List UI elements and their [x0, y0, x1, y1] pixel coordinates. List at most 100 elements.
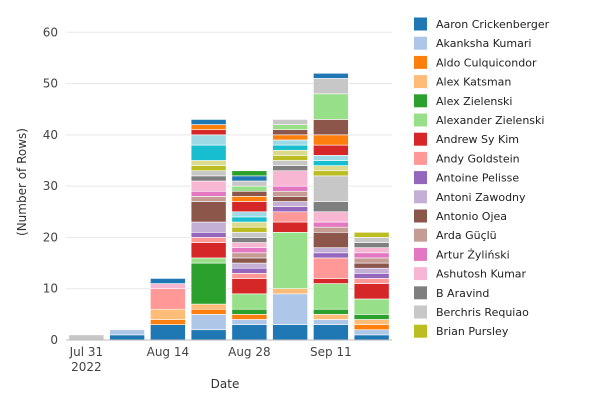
bar-segment [231, 180, 268, 187]
bar-segment [272, 144, 308, 151]
y-tick-label: 60 [43, 25, 58, 39]
legend-label: Alex Katsman [436, 76, 511, 89]
legend-label: Antoni Zawodny [436, 191, 526, 204]
bar-segment [150, 278, 186, 284]
bar-segment [272, 155, 308, 161]
bar-segment [313, 308, 349, 315]
bar-segment [190, 129, 227, 136]
bar-segment [190, 144, 227, 161]
y-tick-label: 10 [43, 282, 58, 296]
x-tick-label: Aug 28 [228, 345, 271, 359]
bar-segment [231, 221, 268, 228]
bar-segment [231, 211, 268, 218]
legend-label: Antonio Ojea [436, 210, 507, 223]
bar-segment [190, 175, 227, 182]
bar-segment [231, 252, 268, 259]
bar-segment [190, 237, 227, 243]
legend-label: Artur Żyliński [436, 248, 510, 261]
legend-swatch [414, 228, 427, 242]
bar-segment [353, 231, 390, 238]
legend-swatch [414, 36, 427, 50]
y-tick-label: 0 [50, 333, 58, 347]
bar-segment [353, 267, 390, 274]
bar-segment [313, 144, 349, 156]
bar-segment [190, 180, 227, 192]
bar-segment [68, 334, 105, 341]
x-tick-label: Sep 11 [310, 345, 352, 359]
bar-segment [313, 78, 349, 95]
bar-segment [353, 273, 390, 279]
legend: Aaron Crickenberger Akanksha Kumari Aldo C… [414, 17, 550, 338]
legend-label: Andrew Sy Kim [436, 133, 519, 146]
legend-label: Ashutosh Kumar [436, 268, 527, 281]
legend-swatch [414, 190, 427, 204]
bar-segment [313, 170, 349, 177]
bar-segment [150, 288, 186, 310]
bar-segment [190, 190, 227, 197]
bar-segment [353, 237, 390, 243]
bar-segment [231, 273, 268, 279]
bar-segment [313, 211, 349, 223]
bar-segment [313, 155, 349, 161]
legend-label: Antoine Pelisse [436, 172, 519, 185]
bar-segment [190, 308, 227, 315]
bar-segment [313, 257, 349, 279]
legend-swatch [414, 209, 427, 223]
bar-segment [353, 242, 390, 248]
bar-segment [353, 262, 390, 269]
bar-segment [231, 237, 268, 243]
bar-segment [231, 196, 268, 202]
legend-swatch [414, 75, 427, 89]
x-tick-label: Aug 14 [147, 345, 190, 359]
bar-segment [231, 314, 268, 320]
y-tick-label: 40 [43, 128, 58, 142]
legend-swatch [414, 151, 427, 165]
bar-segment [313, 119, 349, 136]
bar-segment [231, 201, 268, 213]
bar-segment [231, 216, 268, 223]
bar-segment [272, 160, 308, 166]
bar-segment [272, 129, 308, 136]
bar-segment [272, 324, 308, 341]
legend-label: Berchris Requiao [436, 306, 529, 319]
bar-segment [272, 124, 308, 131]
bar-segment [353, 283, 390, 300]
legend-swatch [414, 55, 427, 69]
bar-segment [231, 242, 268, 248]
bar-segment [353, 319, 390, 325]
bar-segment [272, 231, 308, 290]
bar-segment [190, 221, 227, 233]
legend-label: Aaron Crickenberger [436, 18, 550, 31]
bar-segment [190, 196, 227, 202]
bar-segment [150, 319, 186, 325]
bar-segment [231, 308, 268, 315]
bar-segment [313, 324, 349, 341]
bar-segment [313, 221, 349, 228]
bar-segment [272, 185, 308, 192]
bar-segment [190, 262, 227, 305]
bar-segment [313, 175, 349, 202]
bar-segment [313, 72, 349, 79]
bar-segment [231, 293, 268, 310]
legend-label: Alex Zielenski [436, 95, 512, 108]
bars [68, 72, 390, 341]
x-tick-label: Jul 31 2022 [69, 345, 104, 374]
bar-segment [190, 165, 227, 172]
legend-label: Brian Pursley [436, 325, 509, 338]
legend-swatch [414, 94, 427, 108]
legend-label: Arda Güçlü [436, 229, 497, 242]
bar-segment [190, 242, 227, 259]
bar-segment [313, 252, 349, 259]
x-axis-title: Date [211, 377, 240, 391]
bar-segment [272, 134, 308, 141]
bar-segment [190, 160, 227, 166]
bar-segment [190, 201, 227, 223]
bar-segment [313, 165, 349, 172]
bar-segment [272, 221, 308, 233]
legend-swatch [414, 286, 427, 300]
legend-label: Aldo Culquicondor [436, 56, 537, 69]
legend-swatch [414, 132, 427, 146]
bar-segment [313, 201, 349, 213]
bar-segment [353, 324, 390, 331]
bar-segment [190, 124, 227, 131]
